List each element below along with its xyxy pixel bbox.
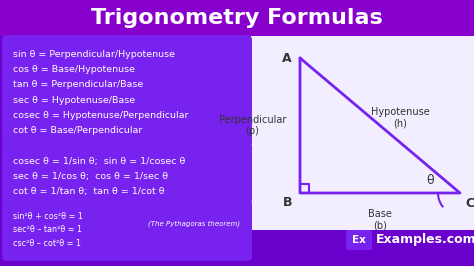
FancyBboxPatch shape (346, 230, 372, 250)
Text: sec²θ – tan²θ = 1: sec²θ – tan²θ = 1 (13, 226, 82, 235)
Text: A: A (283, 52, 292, 64)
Text: Ex: Ex (352, 235, 366, 245)
FancyBboxPatch shape (2, 199, 252, 261)
Text: Hypotenuse
(h): Hypotenuse (h) (371, 107, 429, 128)
Text: tan θ = Perpendicular/Base: tan θ = Perpendicular/Base (13, 80, 143, 89)
Text: cos θ = Base/Hypotenuse: cos θ = Base/Hypotenuse (13, 65, 135, 74)
Text: cosec θ = 1/sin θ;  sin θ = 1/cosec θ: cosec θ = 1/sin θ; sin θ = 1/cosec θ (13, 157, 185, 166)
Text: θ: θ (426, 174, 434, 188)
Text: Examples.com: Examples.com (376, 234, 474, 247)
Text: sin θ = Perpendicular/Hypotenuse: sin θ = Perpendicular/Hypotenuse (13, 50, 175, 59)
Text: cot θ = 1/tan θ;  tan θ = 1/cot θ: cot θ = 1/tan θ; tan θ = 1/cot θ (13, 188, 164, 196)
Text: (The Pythagoras theorem): (The Pythagoras theorem) (148, 220, 240, 227)
Text: C: C (465, 197, 474, 210)
Text: sec θ = Hypotenuse/Base: sec θ = Hypotenuse/Base (13, 95, 135, 105)
Text: csc²θ – cot²θ = 1: csc²θ – cot²θ = 1 (13, 239, 81, 248)
Text: cosec θ = Hypotenuse/Perpendicular: cosec θ = Hypotenuse/Perpendicular (13, 111, 189, 120)
Text: sin²θ + cos²θ = 1: sin²θ + cos²θ = 1 (13, 212, 83, 221)
FancyBboxPatch shape (2, 35, 252, 147)
Bar (0, 0, 474, 36)
Text: sec θ = 1/cos θ;  cos θ = 1/sec θ: sec θ = 1/cos θ; cos θ = 1/sec θ (13, 172, 168, 181)
FancyBboxPatch shape (2, 142, 252, 204)
Bar (250, 36, 474, 230)
Text: Base
(b): Base (b) (368, 209, 392, 231)
Text: cot θ = Base/Perpendicular: cot θ = Base/Perpendicular (13, 126, 142, 135)
Text: Trigonometry Formulas: Trigonometry Formulas (91, 8, 383, 28)
Polygon shape (300, 58, 460, 193)
Text: B: B (283, 196, 292, 209)
Text: Perpendicular
(p): Perpendicular (p) (219, 115, 286, 136)
